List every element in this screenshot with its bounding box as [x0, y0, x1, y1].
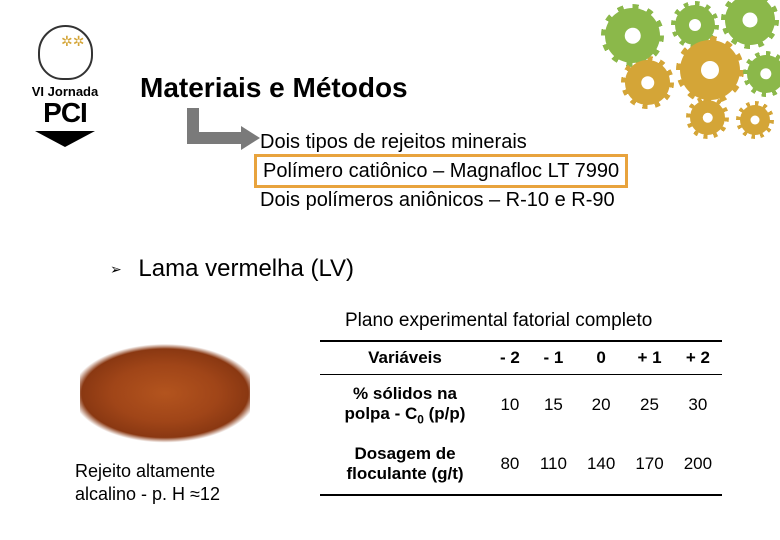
- gear-icon: [747, 55, 780, 93]
- col-header: - 2: [490, 341, 530, 375]
- gear-icon: [675, 5, 715, 45]
- col-header: 0: [577, 341, 625, 375]
- bullet-marker-icon: ➢: [110, 261, 122, 277]
- bullet-item: Dois polímeros aniônicos – R-10 e R-90: [260, 186, 622, 214]
- logo-head-icon: [38, 25, 93, 80]
- red-mud-image: [80, 330, 250, 445]
- bullet-list: Dois tipos de rejeitos minerais Polímero…: [260, 128, 622, 214]
- gear-icon: [680, 40, 740, 100]
- event-logo: VI Jornada PCI: [10, 25, 120, 155]
- table-cell: 25: [625, 375, 673, 435]
- col-header: - 1: [530, 341, 577, 375]
- factorial-table: Variáveis - 2 - 1 0 + 1 + 2 % sólidos na…: [320, 340, 722, 496]
- gear-icon: [625, 60, 670, 105]
- row-label: Dosagem de floculante (g/t): [320, 435, 490, 495]
- table-cell: 110: [530, 435, 577, 495]
- col-header: + 2: [674, 341, 722, 375]
- logo-line2: PCI: [10, 99, 120, 127]
- table-cell: 15: [530, 375, 577, 435]
- row-label: % sólidos na polpa - C0 (p/p): [320, 375, 490, 435]
- table-cell: 10: [490, 375, 530, 435]
- logo-chevron-icon: [35, 131, 95, 147]
- table-cell: 20: [577, 375, 625, 435]
- table-cell: 170: [625, 435, 673, 495]
- bullet-item: Dois tipos de rejeitos minerais: [260, 128, 622, 156]
- table-cell: 80: [490, 435, 530, 495]
- gear-icon: [690, 100, 725, 135]
- highlighted-bullet: Polímero catiônico – Magnafloc LT 7990: [254, 154, 628, 188]
- gear-icon: [605, 8, 660, 63]
- col-header: + 1: [625, 341, 673, 375]
- table-row: % sólidos na polpa - C0 (p/p) 10 15 20 2…: [320, 375, 722, 435]
- table-cell: 140: [577, 435, 625, 495]
- table-cell: 200: [674, 435, 722, 495]
- image-caption: Rejeito altamente alcalino - p. H ≈12: [75, 460, 275, 507]
- subsection-heading: ➢ Lama vermelha (LV): [110, 255, 354, 283]
- subsection-text: Lama vermelha (LV): [138, 255, 354, 282]
- table-header-row: Variáveis - 2 - 1 0 + 1 + 2: [320, 341, 722, 375]
- table-cell: 30: [674, 375, 722, 435]
- elbow-arrow-icon: [185, 108, 260, 158]
- table-row: Dosagem de floculante (g/t) 80 110 140 1…: [320, 435, 722, 495]
- gear-icon: [725, 0, 775, 45]
- slide-title: Materiais e Métodos: [140, 72, 408, 104]
- col-header: Variáveis: [320, 341, 490, 375]
- gear-icon: [740, 105, 770, 135]
- table-title: Plano experimental fatorial completo: [345, 310, 652, 332]
